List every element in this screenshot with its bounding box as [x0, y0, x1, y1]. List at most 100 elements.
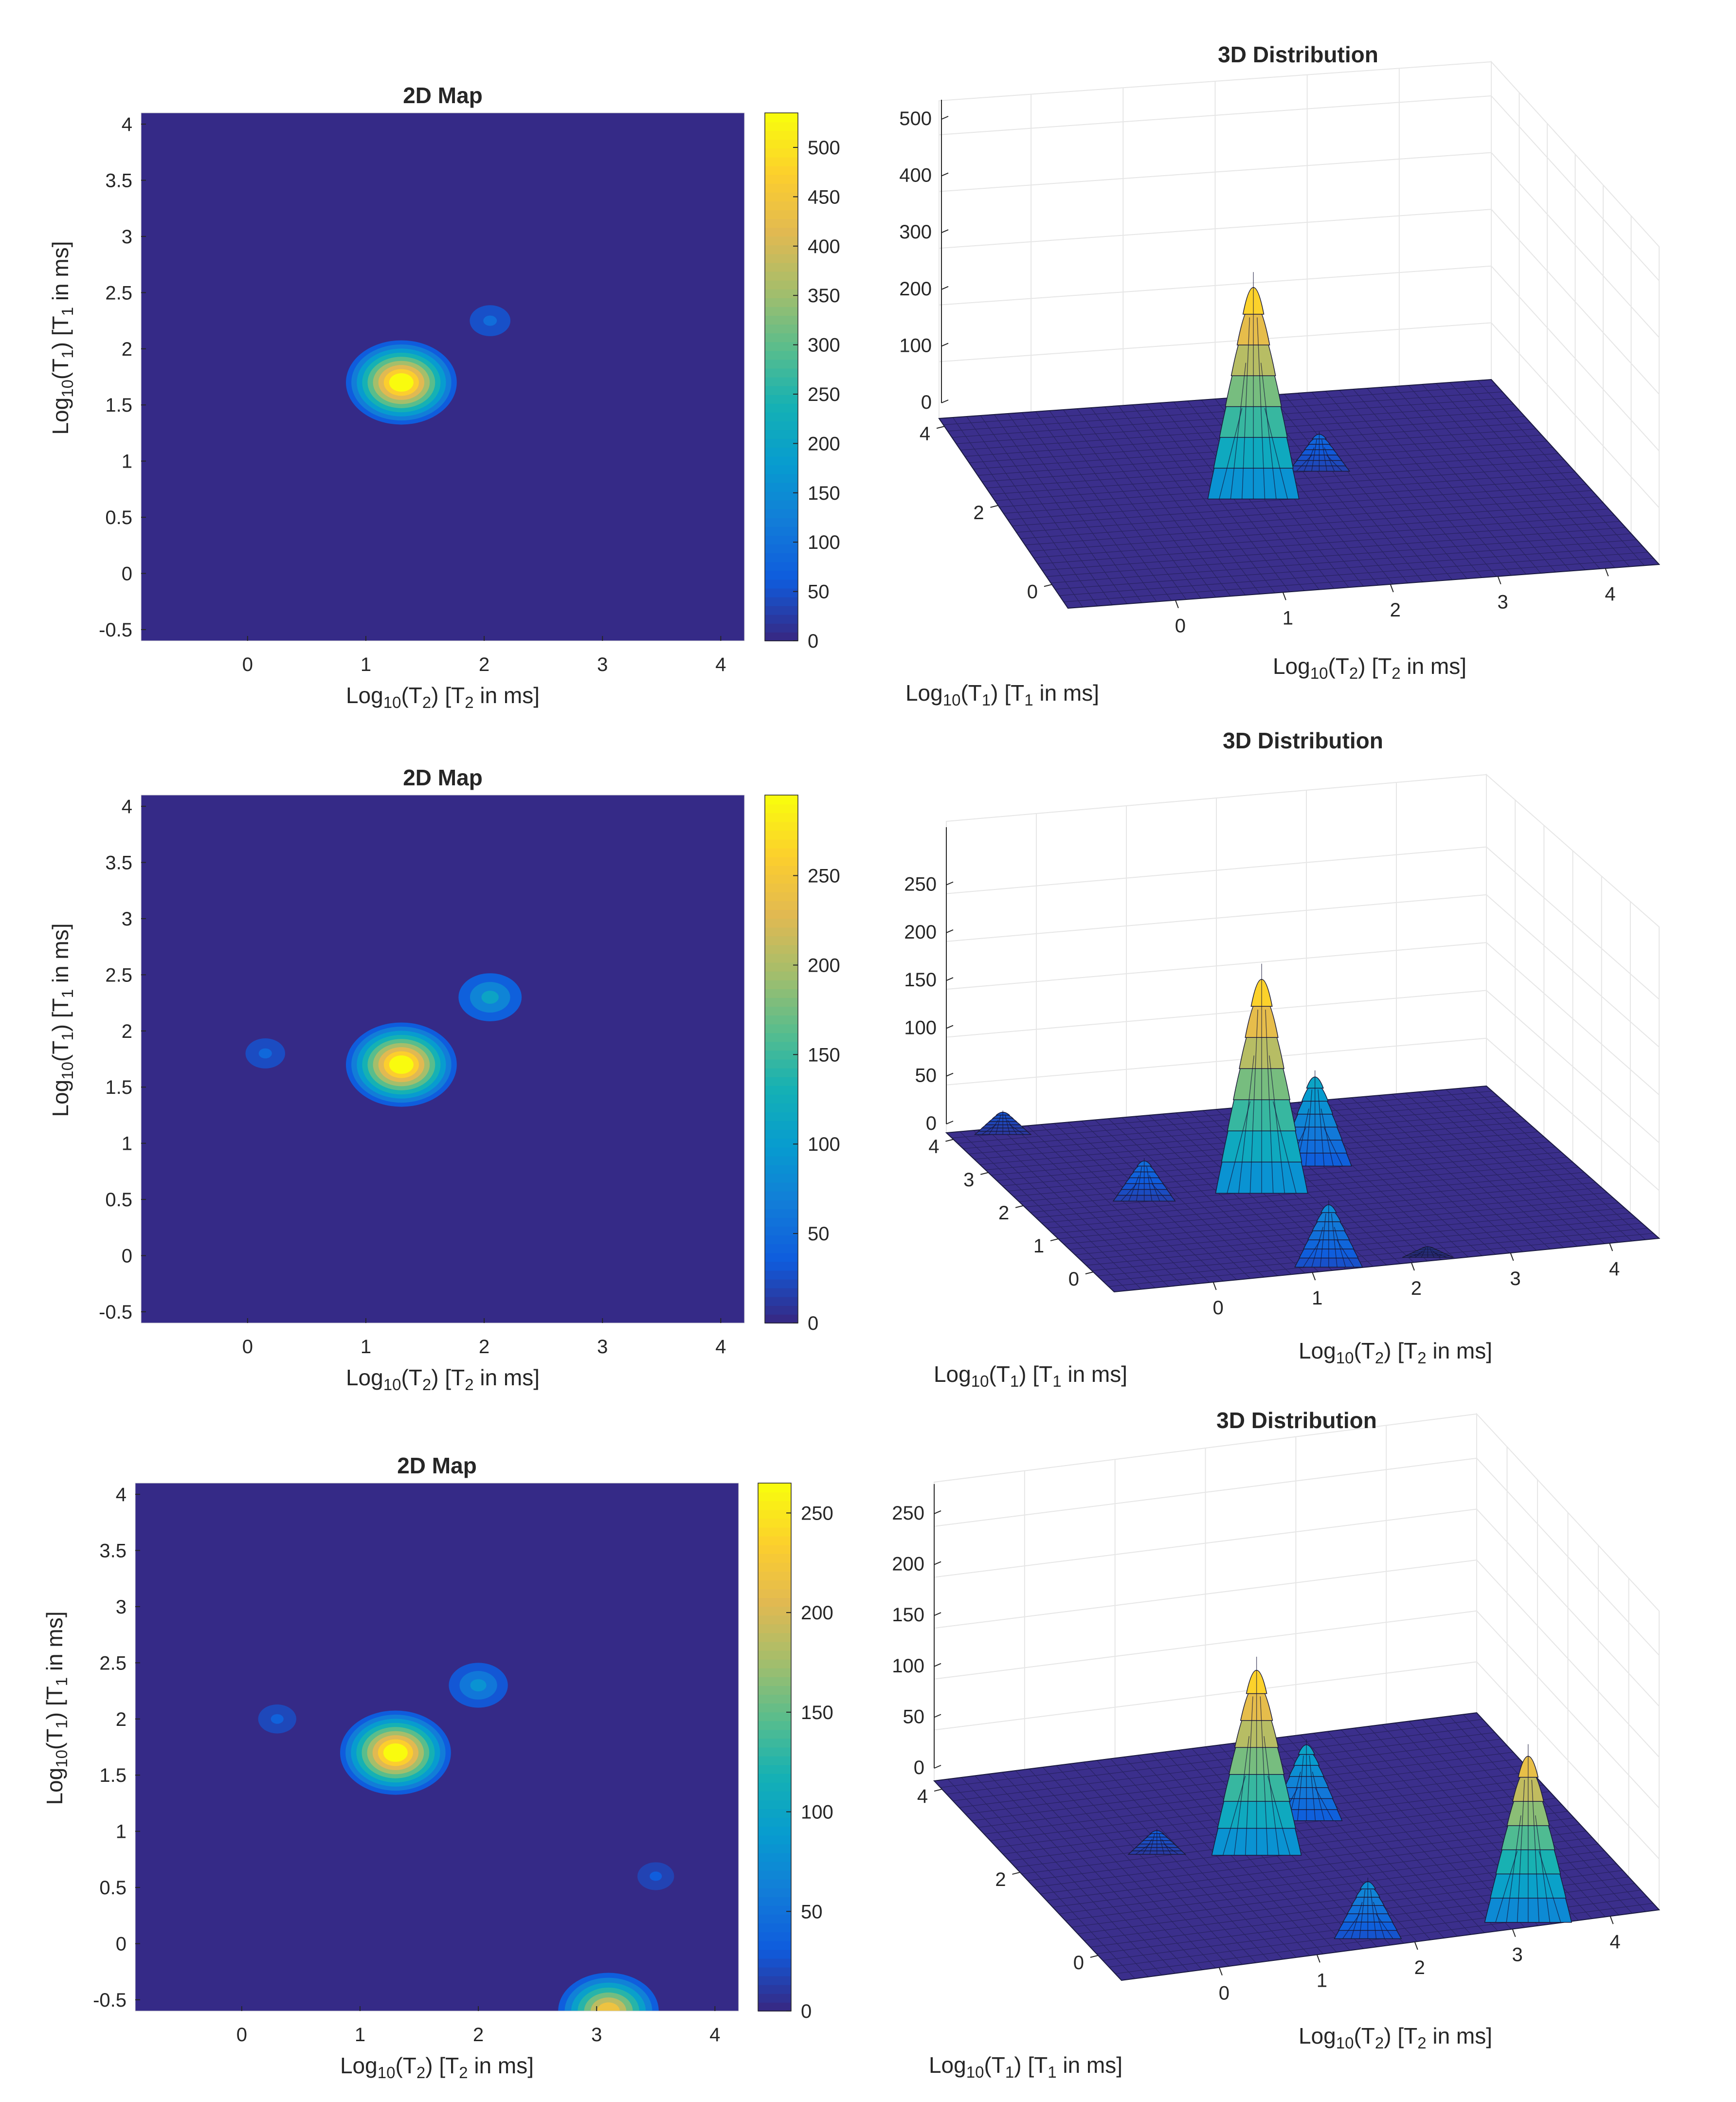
axis-label-part: (T: [960, 680, 981, 706]
colorbar-segment: [765, 139, 798, 149]
mesh-line: [1025, 502, 1604, 545]
colorbar-segment: [765, 192, 798, 201]
colorbar-segment: [765, 936, 798, 945]
axis-label-part: in ms]: [474, 683, 540, 708]
surface-peak: [1215, 963, 1308, 1194]
colorbar-segment: [758, 1501, 791, 1510]
colorbar-segment: [758, 1509, 791, 1519]
surface-peak: [1334, 1877, 1402, 1939]
colorbar-segment: [765, 280, 798, 290]
y-tick-mark: [1012, 1871, 1020, 1875]
colorbar-segment: [758, 1597, 791, 1607]
surface-peak: [1112, 1158, 1176, 1202]
colorbar-segment: [765, 183, 798, 193]
y-tick-label: 2: [122, 1021, 132, 1042]
axis-label-part: (T: [1354, 1338, 1374, 1363]
colorbar-segment: [758, 1544, 791, 1554]
colorbar-tick-label: 200: [801, 1602, 833, 1624]
wall-gridline: [1476, 1458, 1660, 1656]
colorbar-segment: [765, 1305, 798, 1315]
axis-label-part: in ms]: [1427, 2023, 1492, 2048]
colorbar-segment: [758, 1879, 791, 1888]
mesh-line: [1038, 521, 1620, 564]
colorbar-segment: [765, 953, 798, 963]
x-tick-label: 1: [1317, 1970, 1327, 1991]
peak-meshline: [1136, 1166, 1142, 1201]
colorbar-segment: [758, 1606, 791, 1616]
axis-label-part: 2: [465, 693, 473, 711]
colorbar-segment: [758, 1932, 791, 1941]
colorbar-segment: [765, 1199, 798, 1209]
axis-label-part: 2: [1349, 664, 1358, 682]
peak-meshline: [1305, 1089, 1313, 1166]
peak-meshline: [1007, 1120, 1017, 1135]
wall-gridline: [934, 1457, 1477, 1527]
axis-label-part: 1: [1024, 691, 1033, 709]
x-tick-mark: [1410, 1262, 1415, 1271]
colorbar-segment: [758, 1536, 791, 1545]
colorbar-segment: [765, 377, 798, 386]
z-tick-mark: [934, 1561, 941, 1565]
axis-label-part: (T: [984, 2052, 1005, 2078]
colorbar-segment: [758, 1764, 791, 1774]
mesh-line: [1016, 490, 1592, 533]
colorbar-segment: [758, 1624, 791, 1633]
axis-label-part: Log: [1299, 1338, 1336, 1363]
peak-meshline: [1146, 1166, 1153, 1201]
colorbar-segment: [765, 412, 798, 421]
peak-meshline: [1010, 1124, 1024, 1135]
colorbar-segment: [765, 632, 798, 641]
axis-label-part: in ms]: [1401, 653, 1466, 679]
mesh-line: [1091, 1217, 1636, 1271]
colorbar-segment: [765, 804, 798, 814]
colorbar-segment: [758, 1562, 791, 1572]
peak-meshline: [1531, 1779, 1539, 1922]
y-tick-label: 0: [116, 1933, 127, 1955]
x-tick-label: 3: [591, 2024, 602, 2046]
colorbar-segment: [765, 874, 798, 884]
colorbar-segment: [758, 1940, 791, 1950]
colorbar-segment: [765, 1129, 798, 1139]
peak-meshline: [1163, 1844, 1179, 1855]
colorbar-segment: [765, 997, 798, 1007]
axis-label-part: 10: [1310, 664, 1328, 682]
wall-gridline: [1491, 266, 1660, 452]
colorbar-segment: [765, 245, 798, 254]
peak-meshline: [1249, 1009, 1258, 1194]
colorbar-segment: [758, 1993, 791, 2003]
heatmap-peak-3: [271, 1714, 284, 1724]
axis-label-part: in ms]: [48, 923, 73, 989]
peak-meshline: [1517, 1779, 1525, 1922]
axis-label-part: ) [T: [431, 683, 465, 708]
wall-gridline: [1486, 942, 1660, 1095]
x-tick-mark: [1512, 1929, 1516, 1937]
surface-peak: [1294, 1200, 1363, 1268]
y-tick-label: 2: [116, 1709, 127, 1730]
axis-label-part: Log: [905, 680, 943, 706]
y-tick-label: 0: [1027, 581, 1038, 602]
axis-label-part: 1: [58, 307, 76, 316]
peak-meshline: [1331, 1214, 1338, 1268]
x-tick-mark: [1605, 568, 1609, 577]
wall-gridline: [934, 1610, 1477, 1680]
colorbar-segment: [758, 1650, 791, 1660]
axis-label-part: (T: [989, 1361, 1010, 1387]
x-tick-label: 0: [1213, 1297, 1224, 1319]
colorbar-segment: [758, 1527, 791, 1537]
colorbar-segment: [765, 1156, 798, 1165]
colorbar-segment: [765, 236, 798, 246]
wall-gridline: [934, 1508, 1477, 1578]
y-axis-label: Log10(T1) [T1 in ms]: [934, 1361, 1127, 1390]
colorbar-tick-label: 0: [808, 1313, 818, 1334]
colorbar-segment: [765, 988, 798, 998]
x-axis-label: Log10(T2) [T2 in ms]: [1299, 1338, 1492, 1367]
peak-meshline: [1269, 1055, 1285, 1194]
axis-label-part: 2: [422, 1376, 431, 1394]
colorbar-segment: [758, 1571, 791, 1580]
colorbar-tick-label: 150: [808, 483, 840, 504]
colorbar-segment: [758, 1905, 791, 1915]
mesh-line: [957, 1096, 1498, 1144]
axis-label-part: 1: [1052, 1372, 1061, 1390]
colorbar-segment: [765, 148, 798, 158]
